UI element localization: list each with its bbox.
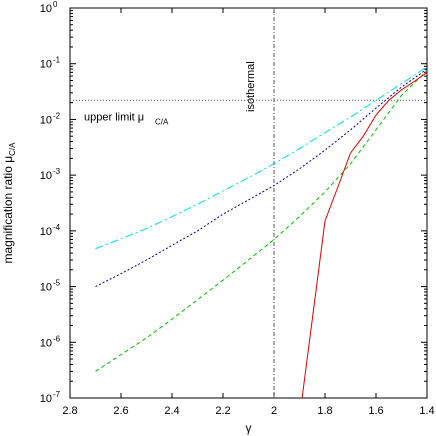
series-group [95,66,428,399]
y-tick-label: 10 [40,337,52,349]
x-tick-label: 2.2 [215,405,230,417]
reference-lines [70,8,427,398]
y-tick-label: 10 [40,3,52,15]
y-tick-exponent: -7 [53,390,61,399]
x-tick-label: 2.6 [113,405,128,417]
x-tick-label: 1.8 [317,405,332,417]
x-tick-label: 2.4 [164,405,179,417]
series-line-2 [95,70,428,372]
y-tick-label: 10 [40,59,52,71]
x-tick-label: 1.4 [419,405,434,417]
y-axis-title: magnification ratio μC/A [1,142,17,264]
y-tick-exponent: -6 [53,334,61,343]
y-tick-label: 10 [40,393,52,405]
y-tick-label: 10 [40,282,52,294]
y-tick-exponent: 0 [53,0,58,9]
x-tick-label: 2 [271,405,277,417]
isothermal-label: isothermal [245,61,257,112]
y-tick-exponent: -5 [53,279,61,288]
y-tick-label: 10 [40,226,52,238]
series-line-1 [95,68,428,288]
upper-limit-subscript: C/A [155,117,169,126]
y-tick-exponent: -1 [53,56,61,65]
plot-frame [69,7,428,399]
y-tick-exponent: -2 [53,111,61,120]
y-tick-label: 10 [40,170,52,182]
series-line-3 [301,71,428,399]
x-tick-label: 1.6 [368,405,383,417]
x-tick-label: 2.8 [62,405,77,417]
y-tick-exponent: -4 [53,223,61,232]
y-tick-label: 10 [40,114,52,126]
series-line-0 [95,66,428,250]
y-tick-exponent: -3 [53,167,61,176]
upper-limit-label: upper limit μ [84,111,144,123]
x-axis-title: γ [246,421,252,435]
ticks [69,7,428,399]
